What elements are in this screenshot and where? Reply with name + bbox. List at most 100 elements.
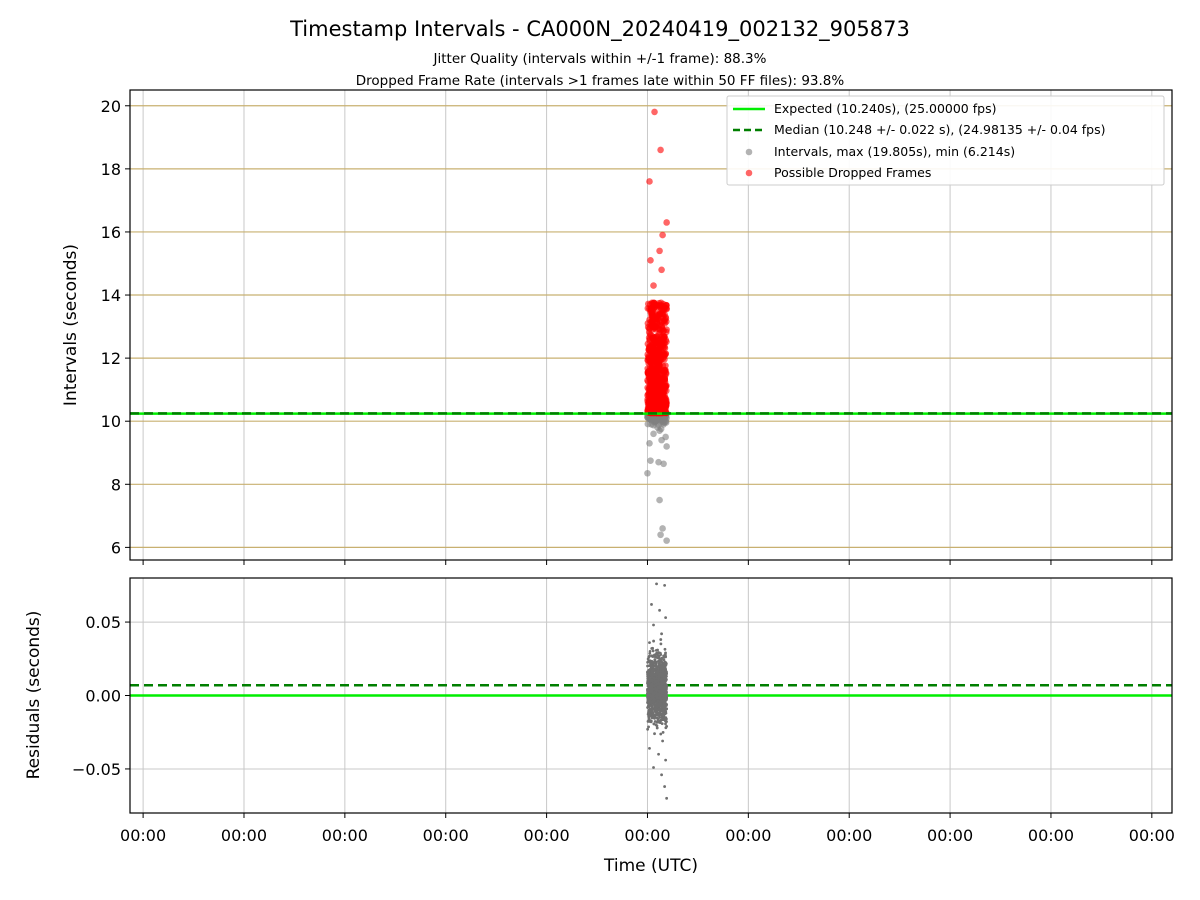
residual-point [659, 678, 663, 682]
dropped-frame-point [657, 301, 665, 309]
residual-point [664, 704, 668, 707]
dropped-frame-point [657, 146, 664, 154]
residual-point [654, 689, 658, 692]
dropped-frame-point [662, 302, 670, 309]
chart-subtitle-dropped: Dropped Frame Rate (intervals >1 frames … [356, 73, 845, 89]
residual-point [654, 683, 658, 687]
residual-point [657, 654, 661, 658]
dropped-frame-point [657, 405, 664, 413]
legend-dropped-label: Possible Dropped Frames [774, 165, 931, 180]
residual-point [660, 693, 663, 697]
residual-point [662, 697, 666, 701]
legend-median-label: Median (10.248 +/- 0.022 s), (24.98135 +… [774, 122, 1105, 137]
dropped-frame-point [650, 355, 658, 362]
x-tick-label: 00:00 [120, 826, 166, 845]
residuals-y-tick-label: −0.05 [72, 760, 121, 779]
residual-point [664, 651, 667, 655]
interval-point [660, 460, 667, 468]
residual-point [664, 719, 667, 723]
residual-point [657, 689, 661, 693]
residual-point [654, 723, 658, 727]
interval-point [647, 457, 654, 464]
residual-point [646, 673, 650, 676]
residual-point [660, 706, 664, 709]
dropped-frame-point [647, 257, 654, 264]
dropped-frame-point [660, 392, 667, 399]
x-tick-label: 00:00 [423, 826, 469, 845]
residual-point [650, 704, 654, 708]
dropped-frame-point [649, 374, 656, 382]
residual-point [656, 720, 660, 724]
x-tick-label: 00:00 [725, 826, 771, 845]
dropped-frame-point [661, 367, 669, 374]
interval-point [657, 531, 664, 539]
residual-point [655, 726, 659, 730]
residuals-y-tick-label: 0.05 [85, 613, 121, 632]
interval-point [662, 433, 669, 441]
residual-point [661, 699, 665, 703]
interval-point [646, 439, 653, 447]
residual-point [657, 676, 660, 680]
residual-point [664, 616, 668, 620]
residual-point [648, 700, 652, 703]
residual-point [652, 697, 656, 701]
residual-point [646, 670, 650, 673]
residual-point [659, 642, 663, 646]
residual-point [653, 720, 657, 723]
dropped-frame-point [656, 247, 663, 255]
chart-title: Timestamp Intervals - CA000N_20240419_00… [289, 17, 910, 42]
residual-point [662, 680, 665, 684]
residual-point [654, 681, 658, 684]
x-tick-label: 00:00 [927, 826, 973, 845]
residual-point [655, 693, 659, 697]
residual-point [650, 603, 653, 606]
residual-point [652, 661, 656, 665]
residuals-y-tick-label: 0.00 [85, 687, 121, 706]
dropped-frame-point [646, 397, 653, 405]
residual-point [664, 677, 668, 681]
dropped-frame-point [646, 178, 653, 185]
residual-point [665, 796, 669, 800]
residual-point [659, 638, 663, 641]
residual-point [657, 752, 660, 756]
residual-point [646, 684, 650, 688]
legend-dropped-marker [745, 169, 753, 177]
residual-point [647, 696, 650, 699]
dropped-frame-point [650, 323, 658, 331]
residual-point [661, 674, 665, 678]
residual-point [653, 653, 656, 657]
residual-point [663, 583, 667, 587]
interval-point [659, 525, 666, 532]
legend-expected-label: Expected (10.240s), (25.00000 fps) [774, 101, 996, 116]
x-tick-label: 00:00 [524, 826, 570, 845]
x-tick-label: 00:00 [826, 826, 872, 845]
residual-point [665, 685, 668, 689]
dropped-frame-point [655, 397, 663, 405]
residual-point [654, 691, 658, 695]
interval-point [644, 469, 651, 477]
residual-point [660, 773, 663, 777]
residual-point [658, 707, 662, 711]
residual-point [647, 704, 650, 708]
residual-point [658, 719, 662, 723]
residual-point [655, 716, 659, 720]
residual-point [647, 720, 651, 723]
residual-point [655, 708, 659, 712]
interval-point [650, 430, 657, 438]
residual-point [646, 657, 650, 661]
residual-point [650, 671, 654, 675]
residual-point [664, 726, 668, 730]
x-tick-label: 00:00 [221, 826, 267, 845]
residual-point [656, 669, 660, 673]
residual-point [664, 663, 668, 667]
residual-point [660, 682, 664, 686]
residual-point [647, 714, 651, 718]
dropped-frame-point [651, 108, 658, 116]
residual-point [653, 677, 656, 680]
dropped-frame-point [655, 377, 663, 385]
residual-point [659, 665, 663, 669]
residual-point [660, 656, 664, 660]
interval-point [657, 425, 665, 433]
dropped-frame-point [659, 231, 666, 239]
